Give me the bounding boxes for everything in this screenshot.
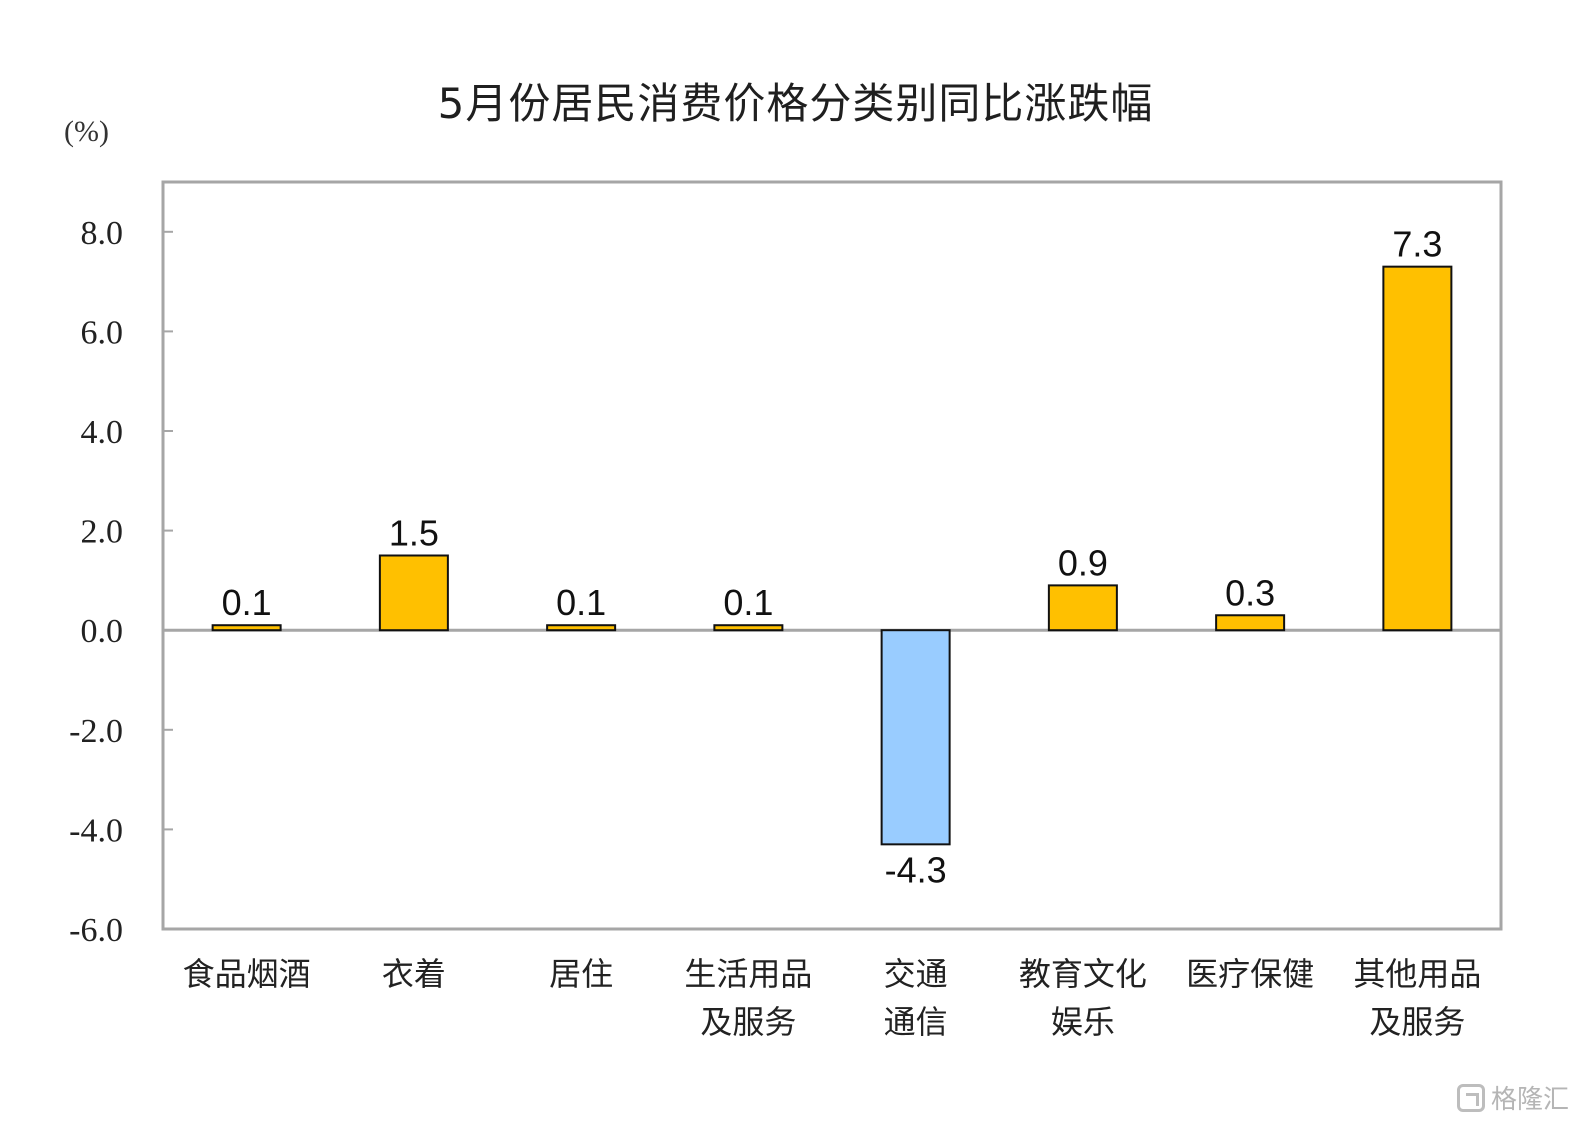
watermark-text: 格隆汇 (1490, 1085, 1569, 1115)
x-category-label: 及服务 (700, 1003, 796, 1041)
x-category-label: 娱乐 (1051, 1003, 1115, 1041)
plot-frame (161, 180, 1503, 931)
chart-title: 5月份居民消费价格分类别同比涨跌幅 (437, 79, 1154, 128)
y-tick-label: 4.0 (81, 414, 124, 451)
y-tick-label: 6.0 (81, 314, 124, 351)
bar (546, 624, 617, 632)
y-tick-label: 0.0 (81, 613, 124, 650)
y-tick-label: 8.0 (81, 215, 124, 252)
y-axis-unit-label: (%) (64, 115, 109, 148)
bar (713, 624, 784, 632)
y-tick-label: -2.0 (69, 713, 123, 750)
x-category-label: 衣着 (382, 955, 446, 993)
bar (211, 624, 282, 632)
bar (1047, 584, 1118, 632)
x-category-label: 教育文化 (1019, 955, 1147, 993)
bar-value-label: 1.5 (389, 513, 439, 554)
x-category-label: 食品烟酒 (183, 955, 311, 993)
y-tick-label: 2.0 (81, 514, 124, 551)
bar-value-label: 7.3 (1392, 224, 1442, 265)
x-category-label: 交通 (884, 955, 948, 993)
y-tick-label: -6.0 (69, 912, 123, 949)
bar-value-label: 0.3 (1225, 572, 1275, 613)
x-category-label: 及服务 (1369, 1003, 1465, 1041)
bar-value-label: 0.1 (723, 582, 773, 623)
bar (880, 629, 951, 846)
bar (1215, 614, 1286, 632)
bar-value-label: 0.9 (1058, 542, 1108, 583)
watermark-logo-icon (1456, 1083, 1485, 1112)
x-category-label: 通信 (884, 1003, 948, 1041)
x-category-label: 居住 (549, 955, 613, 993)
x-category-label: 其他用品 (1353, 955, 1481, 993)
bar-value-label: 0.1 (222, 582, 272, 623)
bar-value-label: 0.1 (556, 582, 606, 623)
bar (1382, 265, 1453, 632)
bar (378, 554, 449, 632)
x-category-label: 生活用品 (684, 955, 812, 993)
x-category-label: 医疗保健 (1186, 955, 1314, 993)
y-tick-label: -4.0 (69, 812, 123, 849)
bar-value-label: -4.3 (885, 849, 947, 890)
watermark: 格隆汇 (1456, 1079, 1569, 1116)
